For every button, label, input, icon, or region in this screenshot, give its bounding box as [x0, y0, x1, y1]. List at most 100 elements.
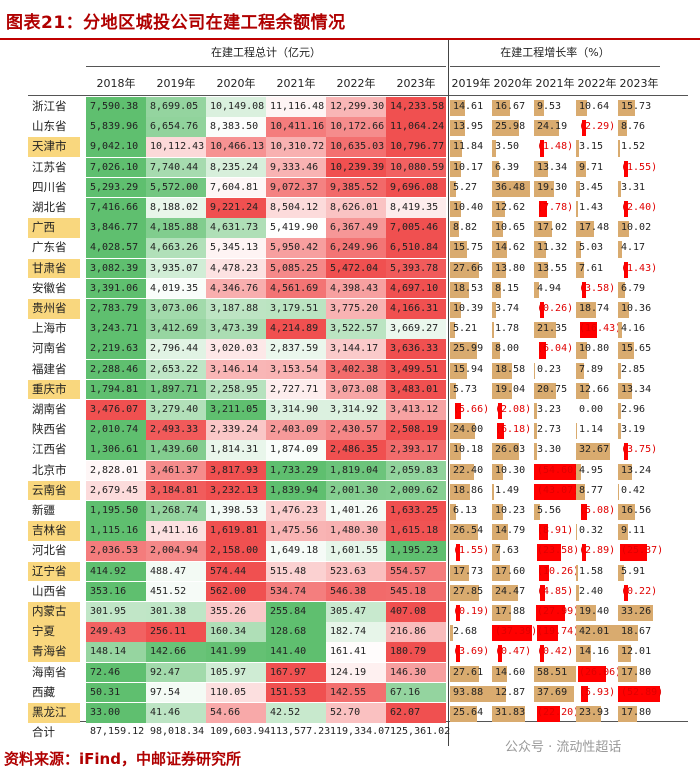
balance-cell: 92.47 — [146, 662, 206, 683]
region-label: 甘肃省 — [28, 258, 80, 279]
total-cell: 98,018.34 — [150, 726, 205, 737]
growth-bar — [618, 362, 621, 379]
growth-value: (7.78) — [537, 202, 574, 213]
growth-cell: (4.85) — [534, 582, 576, 602]
growth-value: 15.75 — [453, 242, 484, 254]
growth-bar — [623, 201, 628, 218]
growth-bar — [450, 443, 461, 460]
growth-bar — [534, 382, 556, 399]
growth-value: 17.80 — [621, 666, 652, 678]
balance-cell: 3,461.37 — [146, 460, 206, 481]
growth-cell: 10.39 — [450, 299, 492, 319]
balance-cell: 97.54 — [146, 682, 206, 703]
region-label: 辽宁省 — [28, 561, 80, 582]
growth-value: (22.20) — [537, 707, 580, 718]
growth-cell: 5.91 — [618, 562, 660, 582]
balance-cell: 1,615.18 — [386, 521, 446, 541]
growth-cell: 20.75 — [534, 380, 576, 400]
balance-cell: 4,631.73 — [206, 218, 266, 238]
growth-value: 14.79 — [495, 525, 526, 537]
growth-value: 3.15 — [579, 141, 604, 153]
growth-cell: 18.58 — [492, 360, 534, 380]
balance-cell: 4,346.76 — [206, 278, 266, 299]
growth-value: 17.80 — [621, 707, 652, 718]
growth-value: 10.02 — [621, 222, 652, 234]
growth-cell: 4.94 — [534, 279, 576, 299]
growth-value: 3.23 — [537, 404, 562, 415]
growth-cell: (6.18) — [492, 420, 534, 440]
growth-cell: 3.50 — [492, 137, 534, 157]
region-label: 天津市 — [28, 137, 80, 158]
growth-cell: 8.76 — [618, 117, 660, 137]
growth-bar — [492, 706, 526, 723]
growth-bar — [497, 403, 502, 420]
growth-value: 19.40 — [579, 606, 610, 617]
growth-cell: 5.27 — [450, 178, 492, 198]
balance-cell: 4,398.43 — [326, 278, 386, 299]
right-year-header: 2021年 — [535, 77, 575, 90]
balance-cell: 8,699.05 — [146, 97, 206, 117]
growth-bar — [450, 180, 456, 197]
growth-cell: 2.85 — [618, 360, 660, 380]
growth-cell: 12.01 — [618, 642, 660, 662]
growth-value: 8.15 — [495, 282, 520, 294]
balance-cell: 2,001.30 — [326, 480, 386, 501]
growth-bar — [450, 706, 477, 723]
growth-cell: 36.48 — [492, 178, 534, 198]
balance-cell: 1,115.16 — [86, 521, 146, 541]
growth-cell: (3.75) — [618, 440, 660, 460]
balance-cell: 1,633.25 — [386, 501, 446, 521]
growth-value: 0.23 — [537, 363, 562, 375]
growth-value: 1.43 — [579, 202, 604, 213]
balance-cell: 2,009.62 — [386, 480, 446, 501]
growth-cell: 17.60 — [492, 562, 534, 582]
growth-cell: 3.30 — [534, 440, 576, 460]
growth-value: 17.73 — [453, 565, 484, 577]
growth-bar — [540, 645, 545, 662]
growth-value: 2.73 — [537, 424, 562, 436]
balance-cell: 2,219.63 — [86, 339, 146, 360]
growth-cell: 1.78 — [492, 319, 534, 339]
total-label: 合计 — [32, 725, 55, 739]
balance-cell: 6,510.84 — [386, 238, 446, 259]
region-label: 云南省 — [28, 480, 80, 501]
right-year-header: 2022年 — [577, 77, 617, 90]
growth-value: (1.55) — [453, 545, 490, 557]
growth-value: (6.04) — [537, 343, 574, 355]
growth-bar — [618, 625, 638, 642]
growth-value: 18.53 — [453, 282, 484, 294]
growth-cell: 1.14 — [576, 420, 618, 440]
growth-cell: 17.80 — [618, 663, 660, 683]
growth-value: 12.87 — [495, 686, 526, 698]
balance-cell: 3,391.06 — [86, 278, 146, 299]
growth-value: (2.89) — [579, 545, 616, 557]
balance-cell: 5,472.04 — [326, 258, 386, 279]
growth-cell: 9.11 — [618, 521, 660, 541]
growth-cell: 27.85 — [450, 582, 492, 602]
balance-cell: 4,663.26 — [146, 238, 206, 259]
balance-cell: 10,411.16 — [266, 117, 326, 137]
balance-cell: 6,249.96 — [326, 238, 386, 259]
region-label: 山西省 — [32, 583, 67, 598]
growth-value: 14.61 — [453, 101, 484, 112]
balance-cell: 10,635.03 — [326, 137, 386, 158]
balance-cell: 3,020.03 — [206, 339, 266, 360]
growth-value: 7.63 — [495, 545, 520, 557]
balance-cell: 3,153.54 — [266, 359, 326, 380]
growth-bar — [450, 504, 457, 521]
region-label: 广西 — [28, 218, 80, 238]
balance-cell: 1,839.94 — [266, 480, 326, 501]
balance-cell: 3,073.08 — [326, 379, 386, 400]
balance-cell: 256.11 — [146, 622, 206, 642]
balance-cell: 2,653.22 — [146, 359, 206, 380]
growth-bar — [618, 605, 653, 622]
balance-cell: 9,696.08 — [386, 177, 446, 198]
growth-bar — [534, 504, 540, 521]
growth-bar — [492, 140, 496, 157]
growth-cell: (19.74) — [534, 622, 579, 642]
balance-cell: 3,413.12 — [386, 400, 446, 420]
growth-value: (52.89) — [621, 686, 664, 698]
region-label: 陕西省 — [32, 422, 67, 437]
balance-cell: 1,195.50 — [86, 501, 146, 521]
growth-bar — [455, 645, 460, 662]
